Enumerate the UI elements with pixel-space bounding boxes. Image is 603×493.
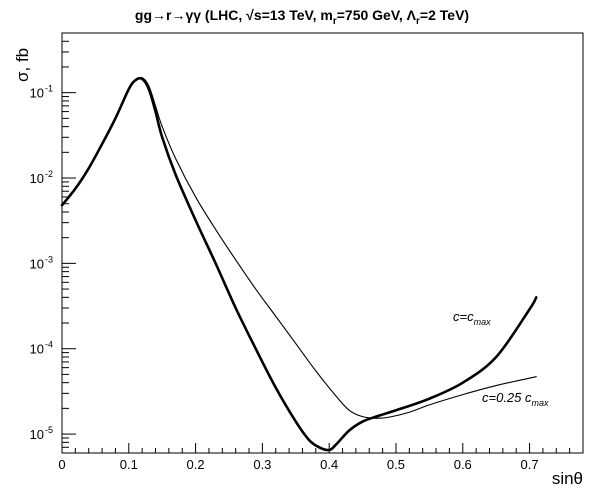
x-tick-label: 0.4 (320, 457, 338, 472)
series-lines (60, 76, 538, 452)
title-sub2: r (416, 16, 420, 27)
y-tick-label: 10 (30, 342, 44, 357)
title-mid: =750 GeV, Λ (337, 7, 417, 23)
y-tick-exponent: -1 (45, 84, 53, 94)
annotation-c-max: c=cmax (453, 309, 491, 327)
x-tick-label: 0.7 (521, 457, 539, 472)
x-tick-label: 0.1 (120, 457, 138, 472)
title-sub1: r (333, 16, 337, 27)
axis-ticks (61, 32, 584, 454)
x-tick-label: 0.2 (187, 457, 205, 472)
tick-labels: 0 0.1 0.2 0.3 0.4 0.5 0.6 0.710-110-210-310-410… (30, 84, 539, 472)
annotation-c-025-base: c=0.25 c (482, 390, 532, 405)
plot-frame (61, 32, 584, 454)
series-line-c_025 (61, 76, 537, 419)
chart-title: gg→r→γγ (LHC, √s=13 TeV, mr=750 GeV, Λr=… (135, 7, 469, 27)
title-prefix: gg→r→γγ (LHC, √s=13 TeV, m (135, 7, 333, 23)
annotation-c-025-sub: max (532, 398, 550, 408)
x-tick-label: 0.5 (387, 457, 405, 472)
y-tick-exponent: -2 (45, 169, 53, 179)
annotation-c-max-base: c=c (453, 309, 474, 324)
annotation-c-025: c=0.25 cmax (482, 390, 549, 408)
plot-area-border (61, 32, 584, 454)
x-axis-title: sinθ (552, 469, 583, 488)
x-tick-label: 0.6 (454, 457, 472, 472)
y-tick-exponent: -5 (45, 425, 53, 435)
y-tick-exponent: -4 (45, 340, 53, 350)
y-tick-label: 10 (30, 256, 44, 271)
y-tick-label: 10 (30, 427, 44, 442)
y-tick-exponent: -3 (45, 254, 53, 264)
x-tick-label: 0 (58, 457, 65, 472)
y-axis-title: σ, fb (13, 48, 32, 82)
title-suffix: =2 TeV) (420, 7, 469, 23)
y-tick-label: 10 (30, 171, 44, 186)
y-tick-label: 10 (30, 86, 44, 101)
annotation-c-max-sub: max (474, 317, 492, 327)
x-tick-label: 0.3 (253, 457, 271, 472)
